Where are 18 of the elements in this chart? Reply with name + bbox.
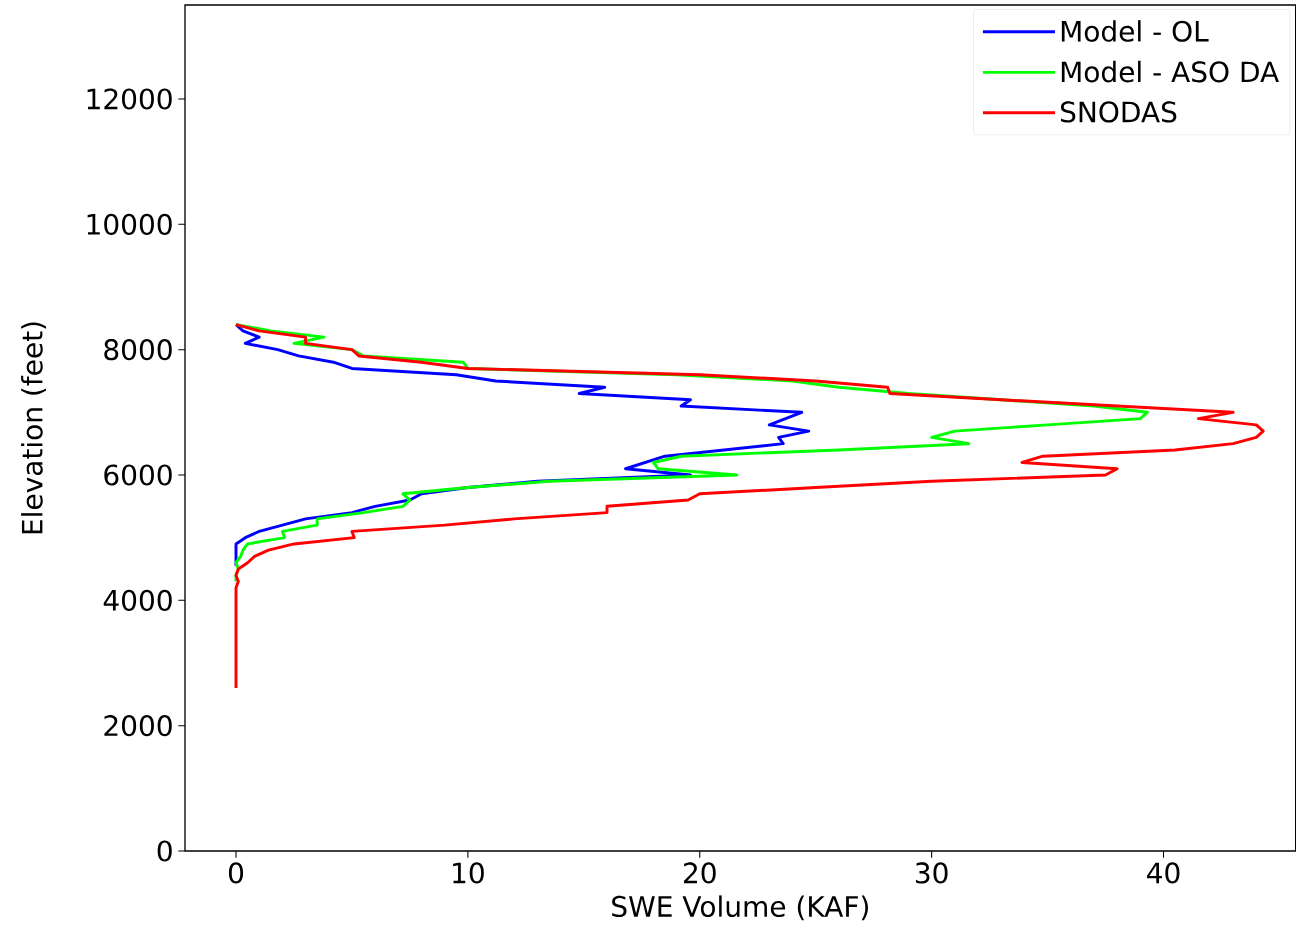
y-tick-label: 10000 [87, 213, 172, 235]
y-tick-label: 6000 [104, 464, 172, 486]
legend-label: Model - OL [1061, 20, 1209, 42]
y-tick-label: 8000 [104, 339, 172, 361]
y-tick-label: 12000 [87, 88, 172, 110]
x-tick-label: 0 [228, 862, 244, 884]
x-tick-label: 10 [453, 862, 484, 884]
y-tick-label: 2000 [104, 715, 172, 737]
line-series [234, 323, 1265, 690]
y-tick-label: 0 [157, 840, 172, 862]
x-tick-label: 40 [1147, 862, 1180, 884]
legend-label: SNODAS [1060, 101, 1177, 123]
y-tick-label: 4000 [103, 589, 172, 611]
x-axis-title: SWE Volume (KAF) [612, 895, 868, 921]
y-axis-title: Elevation (feet) [21, 322, 47, 534]
x-tick-label: 20 [684, 862, 716, 884]
legend-label: Model - ASO DA [1061, 60, 1279, 83]
x-tick-label: 30 [915, 862, 948, 884]
